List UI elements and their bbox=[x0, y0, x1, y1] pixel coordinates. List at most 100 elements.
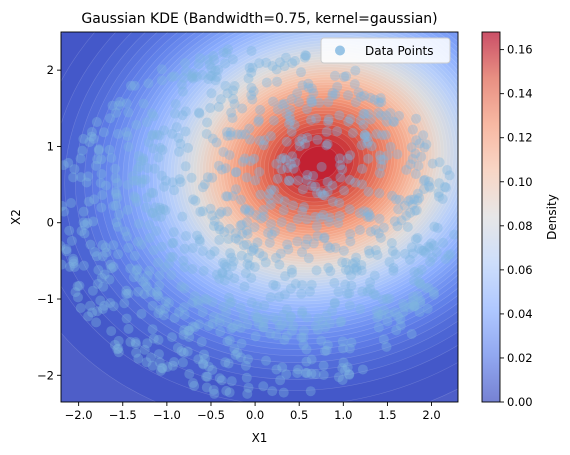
data-point bbox=[101, 242, 111, 252]
data-point bbox=[184, 326, 194, 336]
data-point bbox=[310, 212, 320, 222]
data-point bbox=[351, 97, 361, 107]
data-point bbox=[156, 212, 166, 222]
data-point bbox=[105, 113, 115, 123]
data-point bbox=[263, 228, 273, 238]
data-point bbox=[374, 323, 384, 333]
data-point bbox=[301, 368, 311, 378]
data-point bbox=[247, 246, 257, 256]
data-point bbox=[276, 164, 286, 174]
data-point bbox=[355, 225, 365, 235]
data-point bbox=[83, 311, 93, 321]
data-point bbox=[169, 227, 179, 237]
data-point bbox=[167, 238, 177, 248]
data-point bbox=[227, 376, 237, 386]
data-point bbox=[306, 97, 316, 107]
x-tick-label: 1.0 bbox=[334, 408, 352, 422]
data-point bbox=[245, 63, 255, 73]
data-point bbox=[231, 350, 241, 360]
y-tick-label: 2 bbox=[47, 63, 54, 77]
data-point bbox=[139, 289, 149, 299]
data-point bbox=[242, 373, 252, 383]
data-point bbox=[59, 160, 69, 170]
colorbar-gradient bbox=[482, 32, 500, 402]
data-point bbox=[198, 206, 208, 216]
data-point bbox=[344, 288, 354, 298]
data-point bbox=[267, 386, 277, 396]
data-point bbox=[274, 194, 284, 204]
legend: Data Points bbox=[321, 38, 450, 63]
data-point bbox=[419, 176, 429, 186]
data-point bbox=[79, 261, 89, 271]
x-tick-label: 0.5 bbox=[290, 408, 308, 422]
data-point bbox=[407, 300, 417, 310]
data-point bbox=[262, 78, 272, 88]
data-point bbox=[124, 324, 134, 334]
data-point bbox=[180, 58, 190, 68]
data-point bbox=[398, 307, 408, 317]
data-point bbox=[183, 143, 193, 153]
data-point bbox=[288, 200, 298, 210]
colorbar-tick-label: 0.16 bbox=[507, 43, 533, 57]
data-point bbox=[350, 178, 360, 188]
data-point bbox=[317, 162, 327, 172]
data-point bbox=[358, 120, 368, 130]
data-point bbox=[187, 173, 197, 183]
data-point bbox=[192, 231, 202, 241]
data-point bbox=[438, 194, 448, 204]
data-point bbox=[391, 194, 401, 204]
data-point bbox=[123, 289, 133, 299]
data-point bbox=[434, 178, 444, 188]
data-point bbox=[237, 339, 247, 349]
data-point bbox=[153, 290, 163, 300]
data-point bbox=[146, 353, 156, 363]
data-point bbox=[362, 139, 372, 149]
data-point bbox=[324, 114, 334, 124]
data-point bbox=[304, 253, 314, 263]
data-point bbox=[134, 219, 144, 229]
data-point bbox=[247, 46, 257, 56]
data-point bbox=[220, 357, 230, 367]
data-point bbox=[334, 110, 344, 120]
data-point bbox=[154, 335, 164, 345]
data-point bbox=[168, 252, 178, 262]
data-point bbox=[424, 243, 434, 253]
data-point bbox=[194, 109, 204, 119]
x-tick-label: 1.5 bbox=[378, 408, 396, 422]
data-point bbox=[307, 280, 317, 290]
data-point bbox=[410, 206, 420, 216]
data-point bbox=[198, 182, 208, 192]
data-point bbox=[337, 164, 347, 174]
x-tick-label: −2.0 bbox=[65, 408, 93, 422]
data-point bbox=[226, 324, 236, 334]
data-point bbox=[148, 188, 158, 198]
colorbar-tick-label: 0.06 bbox=[507, 263, 533, 277]
data-point bbox=[215, 373, 225, 383]
data-point bbox=[385, 293, 395, 303]
data-point bbox=[169, 185, 179, 195]
data-point bbox=[148, 129, 158, 139]
data-point bbox=[255, 190, 265, 200]
data-point bbox=[207, 365, 217, 375]
data-point bbox=[159, 182, 169, 192]
data-point bbox=[330, 298, 340, 308]
data-point bbox=[296, 289, 306, 299]
data-point bbox=[131, 120, 141, 130]
data-point bbox=[64, 226, 74, 236]
data-point bbox=[76, 303, 86, 313]
data-point bbox=[413, 161, 423, 171]
data-point bbox=[212, 72, 222, 82]
data-point bbox=[169, 357, 179, 367]
legend-marker-data-points bbox=[335, 46, 345, 56]
data-point bbox=[271, 253, 281, 263]
data-point bbox=[198, 307, 208, 317]
data-point bbox=[209, 385, 219, 395]
data-point bbox=[242, 389, 252, 399]
data-point bbox=[250, 175, 260, 185]
data-point bbox=[138, 277, 148, 287]
data-point bbox=[258, 381, 268, 391]
data-point bbox=[348, 128, 358, 138]
data-point bbox=[271, 281, 281, 291]
data-point bbox=[214, 209, 224, 219]
data-point bbox=[293, 175, 303, 185]
